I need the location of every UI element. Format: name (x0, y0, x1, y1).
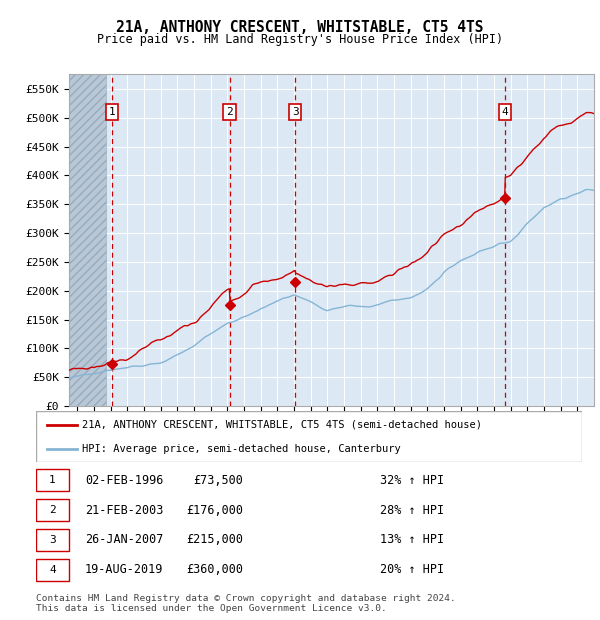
Text: 3: 3 (292, 107, 299, 117)
Text: 3: 3 (49, 535, 56, 545)
FancyBboxPatch shape (36, 499, 69, 521)
Text: 21A, ANTHONY CRESCENT, WHITSTABLE, CT5 4TS (semi-detached house): 21A, ANTHONY CRESCENT, WHITSTABLE, CT5 4… (82, 420, 482, 430)
Text: 19-AUG-2019: 19-AUG-2019 (85, 564, 164, 577)
Text: £360,000: £360,000 (187, 564, 244, 577)
Text: Price paid vs. HM Land Registry's House Price Index (HPI): Price paid vs. HM Land Registry's House … (97, 33, 503, 46)
Text: 21-FEB-2003: 21-FEB-2003 (85, 503, 164, 516)
Text: £176,000: £176,000 (187, 503, 244, 516)
Text: 21A, ANTHONY CRESCENT, WHITSTABLE, CT5 4TS: 21A, ANTHONY CRESCENT, WHITSTABLE, CT5 4… (116, 20, 484, 35)
Text: 26-JAN-2007: 26-JAN-2007 (85, 533, 164, 546)
Text: 2: 2 (49, 505, 56, 515)
FancyBboxPatch shape (36, 411, 582, 462)
FancyBboxPatch shape (36, 469, 69, 491)
Text: 20% ↑ HPI: 20% ↑ HPI (380, 564, 444, 577)
Text: 2: 2 (226, 107, 233, 117)
Text: 1: 1 (109, 107, 116, 117)
Text: 13% ↑ HPI: 13% ↑ HPI (380, 533, 444, 546)
FancyBboxPatch shape (36, 529, 69, 551)
Text: HPI: Average price, semi-detached house, Canterbury: HPI: Average price, semi-detached house,… (82, 444, 401, 454)
Text: 1: 1 (49, 476, 56, 485)
Bar (69, 74, 106, 406)
Text: 28% ↑ HPI: 28% ↑ HPI (380, 503, 444, 516)
Text: £73,500: £73,500 (194, 474, 244, 487)
Text: 32% ↑ HPI: 32% ↑ HPI (380, 474, 444, 487)
Text: Contains HM Land Registry data © Crown copyright and database right 2024.
This d: Contains HM Land Registry data © Crown c… (36, 594, 456, 613)
Text: 4: 4 (49, 565, 56, 575)
Text: £215,000: £215,000 (187, 533, 244, 546)
Text: 4: 4 (501, 107, 508, 117)
FancyBboxPatch shape (36, 559, 69, 581)
Text: 02-FEB-1996: 02-FEB-1996 (85, 474, 164, 487)
